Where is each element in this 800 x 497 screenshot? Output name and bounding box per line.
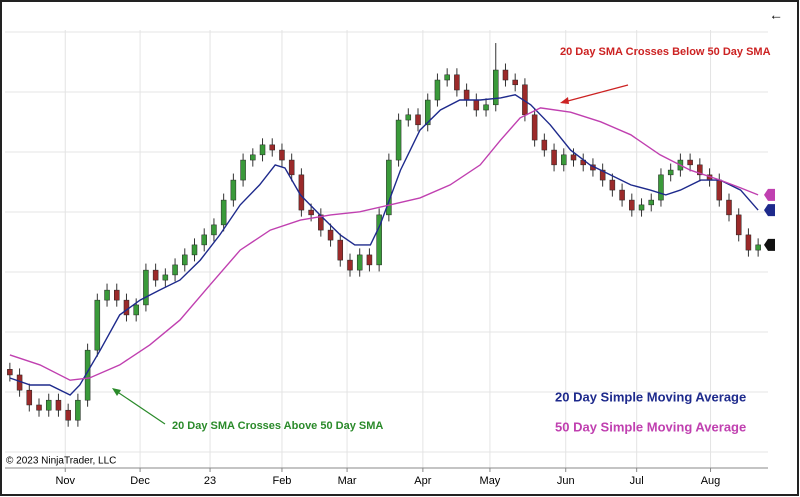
candle-body [65, 409, 71, 421]
candle-body [143, 269, 149, 306]
candle-body [619, 189, 625, 201]
candle-body [658, 174, 664, 201]
candle-body [75, 399, 81, 421]
candle-body [26, 389, 33, 406]
candle-body [337, 239, 344, 261]
x-tick-label: Feb [272, 475, 291, 487]
legend-entry: 50 Day Simple Moving Average [555, 419, 746, 434]
candle-body [123, 299, 130, 316]
candle-body [599, 169, 606, 181]
legend-entry: 20 Day Simple Moving Average [555, 389, 746, 404]
annotation-arrow [115, 390, 166, 425]
candle-body [512, 79, 518, 86]
candle-body [667, 169, 674, 176]
arrow-head [112, 388, 121, 396]
candle-body [250, 154, 256, 161]
annotation: 20 Day SMA Crosses Above 50 Day SMA [172, 420, 383, 432]
candle-body [541, 139, 548, 151]
candle-body [570, 154, 577, 161]
candle-body [308, 209, 314, 216]
candle-body [240, 159, 246, 181]
candle-body [55, 399, 62, 411]
candle-body [638, 204, 645, 211]
candle-body [230, 179, 237, 201]
candle-body [434, 79, 441, 101]
candle-body [561, 154, 567, 166]
sma-line [9, 107, 759, 381]
candle-body [269, 144, 275, 151]
candle-body [7, 369, 13, 376]
candle-body [726, 199, 732, 216]
candle-body [191, 244, 198, 256]
candle-body [531, 114, 538, 141]
candle-body [483, 104, 489, 111]
candle-body [551, 149, 557, 166]
candle-body [716, 179, 723, 201]
candle-body [735, 214, 742, 236]
candle-body [94, 299, 101, 351]
x-tick-label: Apr [414, 475, 431, 487]
candle-body [347, 259, 353, 271]
last-value-marker [764, 204, 775, 217]
candle-body [454, 74, 460, 91]
candle-body [415, 114, 421, 126]
candle-body [279, 149, 285, 161]
candle-body [405, 114, 412, 121]
candle-body [356, 254, 363, 271]
x-tick-label: Aug [701, 475, 721, 487]
candle-body [493, 69, 499, 106]
candle-body [395, 119, 402, 161]
x-tick-label: Jun [557, 475, 575, 487]
candle-body [152, 269, 159, 281]
candle-body [36, 404, 42, 411]
candle-body [463, 89, 470, 101]
copyright: © 2023 NinjaTrader, LLC [6, 456, 116, 467]
candle-body [697, 164, 703, 176]
candle-body [114, 289, 120, 301]
candle-body [366, 254, 373, 266]
x-tick-label: Nov [55, 475, 75, 487]
candle-body [444, 74, 450, 81]
candle-body [288, 159, 295, 176]
candle-body [745, 234, 752, 251]
candle-body [211, 224, 217, 236]
candle-body [755, 244, 761, 251]
x-tick-label: Dec [130, 475, 150, 487]
candle-body [502, 69, 509, 81]
annotation: 20 Day SMA Crosses Below 50 Day SMA [560, 46, 771, 58]
x-tick-label: May [480, 475, 501, 487]
x-tick-label: 23 [204, 475, 216, 487]
candle-body [259, 144, 266, 156]
candle-body [162, 274, 169, 281]
x-tick-label: Mar [338, 475, 357, 487]
candle-body [104, 289, 110, 301]
candle-body [182, 254, 188, 266]
candle-body [386, 159, 392, 216]
sma-line [9, 94, 759, 396]
candle-body [609, 179, 616, 191]
candle-body [220, 199, 227, 226]
candle-body [201, 234, 207, 246]
back-icon[interactable]: ← [769, 7, 783, 23]
candle-body [133, 304, 139, 316]
x-tick-label: Jul [630, 475, 644, 487]
arrow-head [560, 97, 569, 104]
candle-body [172, 264, 178, 276]
annotation-arrow [563, 84, 629, 103]
grid [5, 30, 768, 468]
candle-body [687, 159, 693, 166]
candle-body [629, 199, 635, 211]
last-price-marker [764, 238, 775, 251]
candle-body [424, 99, 431, 126]
candle-body [376, 214, 382, 266]
candle-body [648, 199, 654, 206]
candle-body [473, 99, 480, 111]
candle-body [45, 399, 52, 411]
last-value-marker [764, 188, 775, 201]
candle-body [327, 229, 334, 241]
